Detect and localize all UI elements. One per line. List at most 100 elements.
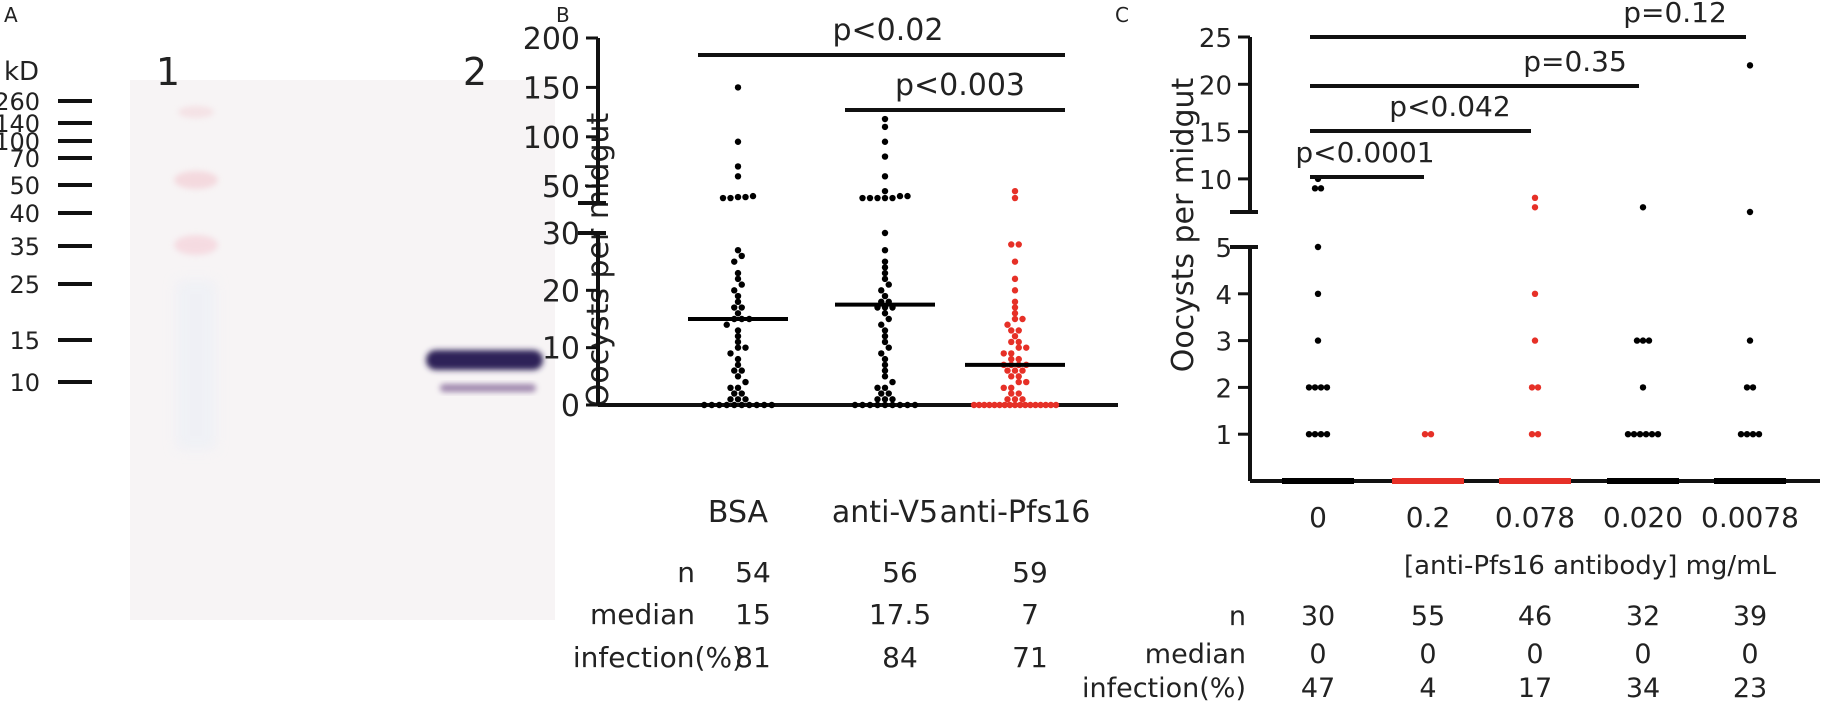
data-point [734, 344, 742, 351]
data-point [1427, 431, 1435, 438]
data-point [734, 384, 742, 391]
data-point [738, 401, 745, 409]
data-point [885, 390, 892, 397]
data-point [734, 333, 742, 340]
data-point [881, 173, 889, 180]
data-point [1011, 298, 1019, 305]
data-points [1305, 62, 1763, 438]
marker-label: 10 [9, 369, 40, 397]
data-point [1011, 333, 1019, 340]
data-point [996, 401, 1003, 409]
p-value-label: p<0.042 [1389, 90, 1510, 123]
category-label: 0.078 [1495, 501, 1575, 534]
marker-label: 260 [0, 88, 40, 116]
table-cell: 0 [1634, 639, 1651, 670]
y-tick-label: 25 [1199, 24, 1232, 54]
data-point [1305, 431, 1313, 438]
data-point [881, 384, 889, 391]
data-point [719, 194, 727, 202]
data-point [878, 390, 885, 397]
data-point [1042, 401, 1049, 409]
data-point [1011, 401, 1019, 409]
data-point [1019, 367, 1026, 374]
y-tick-label: 5 [1215, 234, 1232, 264]
table-cell: 46 [1518, 601, 1552, 632]
data-point [731, 401, 738, 409]
data-point [742, 378, 749, 386]
data-point [1639, 204, 1647, 211]
panel-b-chart: Oocysts per midgut 010203050100150200BSA… [523, 13, 1118, 674]
data-point [1746, 337, 1754, 344]
data-point [734, 269, 742, 277]
data-point [970, 401, 978, 409]
category-label: 0.020 [1603, 501, 1683, 534]
data-point [881, 333, 889, 340]
y-tick-label: 3 [1215, 328, 1232, 358]
data-point [851, 401, 859, 409]
table-cell: 17 [1518, 673, 1552, 704]
table-cell: 7 [1021, 598, 1039, 631]
data-point [727, 350, 734, 357]
table-cell: 81 [735, 641, 771, 674]
data-point [889, 194, 896, 202]
data-point [734, 396, 742, 403]
data-point [742, 193, 749, 201]
data-point [1314, 243, 1322, 251]
y-tick-label: 20 [542, 274, 580, 309]
table-cell: 0 [1741, 639, 1758, 670]
marker-label: 15 [9, 327, 40, 355]
ladder-smear [174, 171, 218, 189]
data-point [859, 401, 866, 409]
data-point [1323, 431, 1331, 438]
data-point [742, 396, 749, 403]
data-point [991, 401, 998, 409]
data-point [1006, 401, 1014, 409]
data-point [1032, 401, 1039, 409]
data-point [1531, 290, 1539, 297]
y-axis-label: Oocysts per midgut [1166, 77, 1201, 372]
data-point [734, 373, 742, 380]
data-point [1015, 344, 1022, 351]
data-point [1534, 431, 1542, 438]
data-point [1534, 384, 1542, 391]
data-point [881, 327, 889, 334]
data-point [1314, 337, 1322, 344]
data-point [734, 84, 742, 91]
data-point [885, 281, 892, 288]
y-tick-label: 10 [1199, 166, 1232, 196]
axes: 1 2 3 4 5 10 15 20 25 0 0.2 0.078 0.020 0.0078 [1199, 24, 1820, 534]
data-point [1015, 338, 1022, 346]
data-point [768, 401, 775, 409]
data-point [723, 321, 730, 328]
table-cell: 59 [1012, 556, 1048, 589]
data-point [881, 264, 889, 271]
table-cell: 47 [1301, 673, 1335, 704]
summary-table: n 54 56 59 median 15 17.5 7 infection(%)81 84 71 [573, 556, 1048, 674]
data-point [1421, 431, 1429, 438]
category-label: 0.2 [1406, 501, 1451, 534]
data-point [1015, 355, 1022, 363]
data-point [1743, 384, 1751, 391]
data-point [731, 258, 738, 265]
data-point [1636, 431, 1644, 438]
p-value-label: p<0.0001 [1295, 136, 1434, 169]
row-label: infection(%) [573, 641, 743, 674]
data-point [734, 355, 742, 363]
data-point [749, 192, 757, 200]
table-cell: 30 [1301, 601, 1335, 632]
data-point [1645, 337, 1653, 344]
data-point [734, 327, 742, 334]
data-point [1311, 384, 1319, 391]
data-point [1008, 327, 1015, 334]
data-point [1001, 401, 1008, 409]
data-point [738, 252, 745, 260]
data-point [1027, 401, 1034, 409]
data-point [731, 287, 738, 294]
table-cell: 23 [1733, 673, 1767, 704]
data-point [874, 194, 881, 202]
data-point [1052, 401, 1060, 409]
y-tick-label: 150 [523, 71, 580, 106]
data-point [1008, 350, 1015, 357]
data-point [881, 138, 889, 145]
